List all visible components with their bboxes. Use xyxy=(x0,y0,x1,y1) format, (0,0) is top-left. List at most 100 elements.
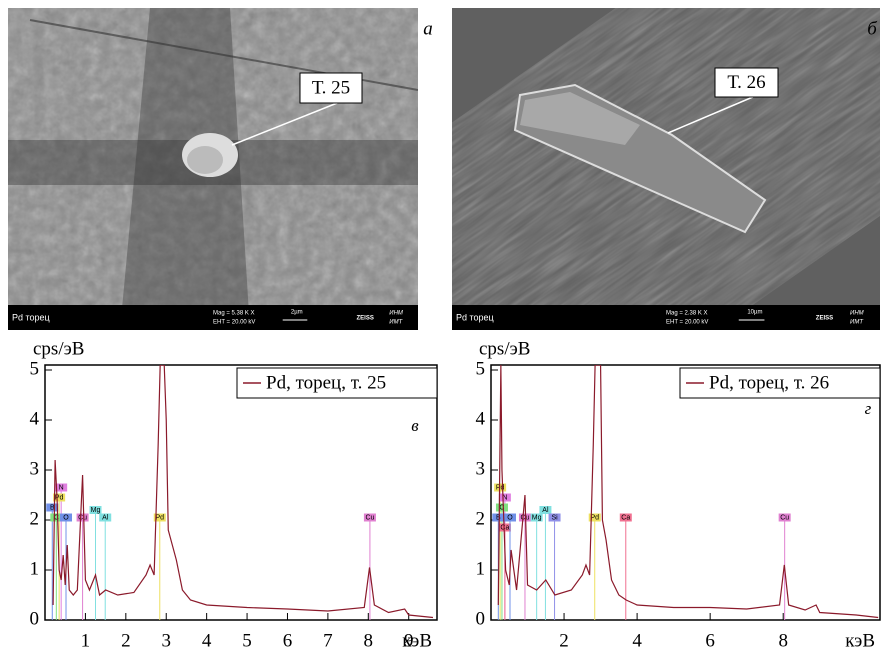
y-tick-label: 5 xyxy=(30,358,40,379)
info-eht: EHT = 20.00 kV xyxy=(666,320,708,326)
y-tick-label: 2 xyxy=(30,508,40,529)
legend-label: Pd, торец, т. 26 xyxy=(709,372,829,393)
info-eht: EHT = 20.00 kV xyxy=(213,320,255,326)
y-axis-label: cps/эВ xyxy=(33,338,84,359)
y-tick-label: 3 xyxy=(30,458,40,479)
element-tag xyxy=(99,513,112,522)
plot-frame xyxy=(44,364,438,621)
x-tick-label: 1 xyxy=(81,630,91,651)
y-tick-label: 0 xyxy=(476,608,486,629)
y-tick-label: 0 xyxy=(30,608,40,629)
x-tick-label: 8 xyxy=(364,630,374,651)
x-tick-label: 2 xyxy=(559,630,569,651)
element-tag xyxy=(60,513,73,522)
info-bar xyxy=(452,305,880,330)
x-tick-label: 4 xyxy=(632,630,642,651)
callout-line xyxy=(667,96,754,134)
element-tag xyxy=(492,513,505,522)
element-tag xyxy=(50,513,63,522)
element-tag xyxy=(539,506,552,514)
y-tick-label: 1 xyxy=(30,558,40,579)
element-label: B xyxy=(496,514,501,521)
element-tag xyxy=(778,513,791,522)
info-org: ИМТ xyxy=(389,320,403,326)
callout-label: Т. 26 xyxy=(727,72,765,93)
element-label: Pd xyxy=(590,514,599,521)
x-tick-label: 9 xyxy=(404,630,414,651)
element-tag xyxy=(53,493,66,502)
callout-line xyxy=(231,102,338,146)
legend-label: Pd, торец, т. 25 xyxy=(266,372,386,393)
element-tag xyxy=(498,523,511,532)
info-brand: ZEISS xyxy=(816,316,833,322)
element-tag xyxy=(503,513,516,522)
element-label: B xyxy=(50,504,55,511)
x-tick-label: 8 xyxy=(778,630,788,651)
panel-letter: б xyxy=(867,18,878,39)
y-tick-label: 3 xyxy=(476,458,486,479)
info-scale: 10µm xyxy=(747,310,762,316)
info-scale: 2µm xyxy=(291,310,303,316)
element-tag xyxy=(153,513,166,522)
x-tick-label: 6 xyxy=(705,630,715,651)
element-label: Pd xyxy=(496,484,505,491)
legend-box xyxy=(236,367,438,399)
legend-box xyxy=(679,367,881,399)
callout-box xyxy=(299,72,363,104)
y-tick-label: 5 xyxy=(476,358,486,379)
element-tag xyxy=(530,513,543,522)
info-org: ИМТ xyxy=(850,320,864,326)
element-label: N xyxy=(502,494,507,501)
panel-letter: а xyxy=(423,18,433,39)
x-axis-label: кэВ xyxy=(845,630,875,651)
element-tag xyxy=(588,513,601,522)
element-label: Cu xyxy=(365,514,374,521)
element-label: Mg xyxy=(91,507,101,514)
y-tick-label: 4 xyxy=(476,408,486,429)
element-tag xyxy=(46,503,59,512)
element-tag xyxy=(548,513,561,522)
info-mag: Mag = 5.38 K X xyxy=(213,311,255,317)
x-tick-label: 4 xyxy=(202,630,212,651)
element-label: Cu xyxy=(78,514,87,521)
info-bar xyxy=(8,305,418,330)
info-org: ИНМ xyxy=(850,311,864,317)
plot-frame xyxy=(490,364,881,621)
element-label: Al xyxy=(542,507,549,514)
y-tick-label: 1 xyxy=(476,558,486,579)
element-label: O xyxy=(63,514,69,521)
x-tick-label: 5 xyxy=(242,630,252,651)
element-label: Ca xyxy=(621,514,630,521)
element-tag xyxy=(495,503,508,512)
info-brand: ZEISS xyxy=(357,316,374,322)
element-tag xyxy=(619,513,632,522)
element-tag xyxy=(76,513,89,522)
info-name: Pd торец xyxy=(12,312,50,322)
info-name: Pd торец xyxy=(456,312,494,322)
element-label: Si xyxy=(551,514,558,521)
element-label: Pd xyxy=(155,514,164,521)
element-tag xyxy=(89,506,102,514)
callout-box xyxy=(714,67,779,98)
x-tick-label: 3 xyxy=(161,630,171,651)
element-label: Ca xyxy=(500,524,509,531)
sem-image xyxy=(8,8,418,330)
element-label: N xyxy=(59,484,64,491)
y-tick-label: 2 xyxy=(476,508,486,529)
element-tag xyxy=(518,513,531,522)
x-axis-label: кэВ xyxy=(402,630,432,651)
element-tag xyxy=(55,483,68,492)
element-label: Pd xyxy=(55,494,64,501)
element-label: Mg xyxy=(532,514,542,521)
element-tag xyxy=(363,513,376,522)
x-tick-label: 7 xyxy=(323,630,333,651)
element-label: C xyxy=(54,514,59,521)
panel-letter: в xyxy=(411,416,419,435)
spectrum-line xyxy=(52,365,434,619)
element-label: Cu xyxy=(780,514,789,521)
element-label: O xyxy=(507,514,513,521)
element-tag xyxy=(498,493,511,502)
element-label: C xyxy=(499,504,504,511)
